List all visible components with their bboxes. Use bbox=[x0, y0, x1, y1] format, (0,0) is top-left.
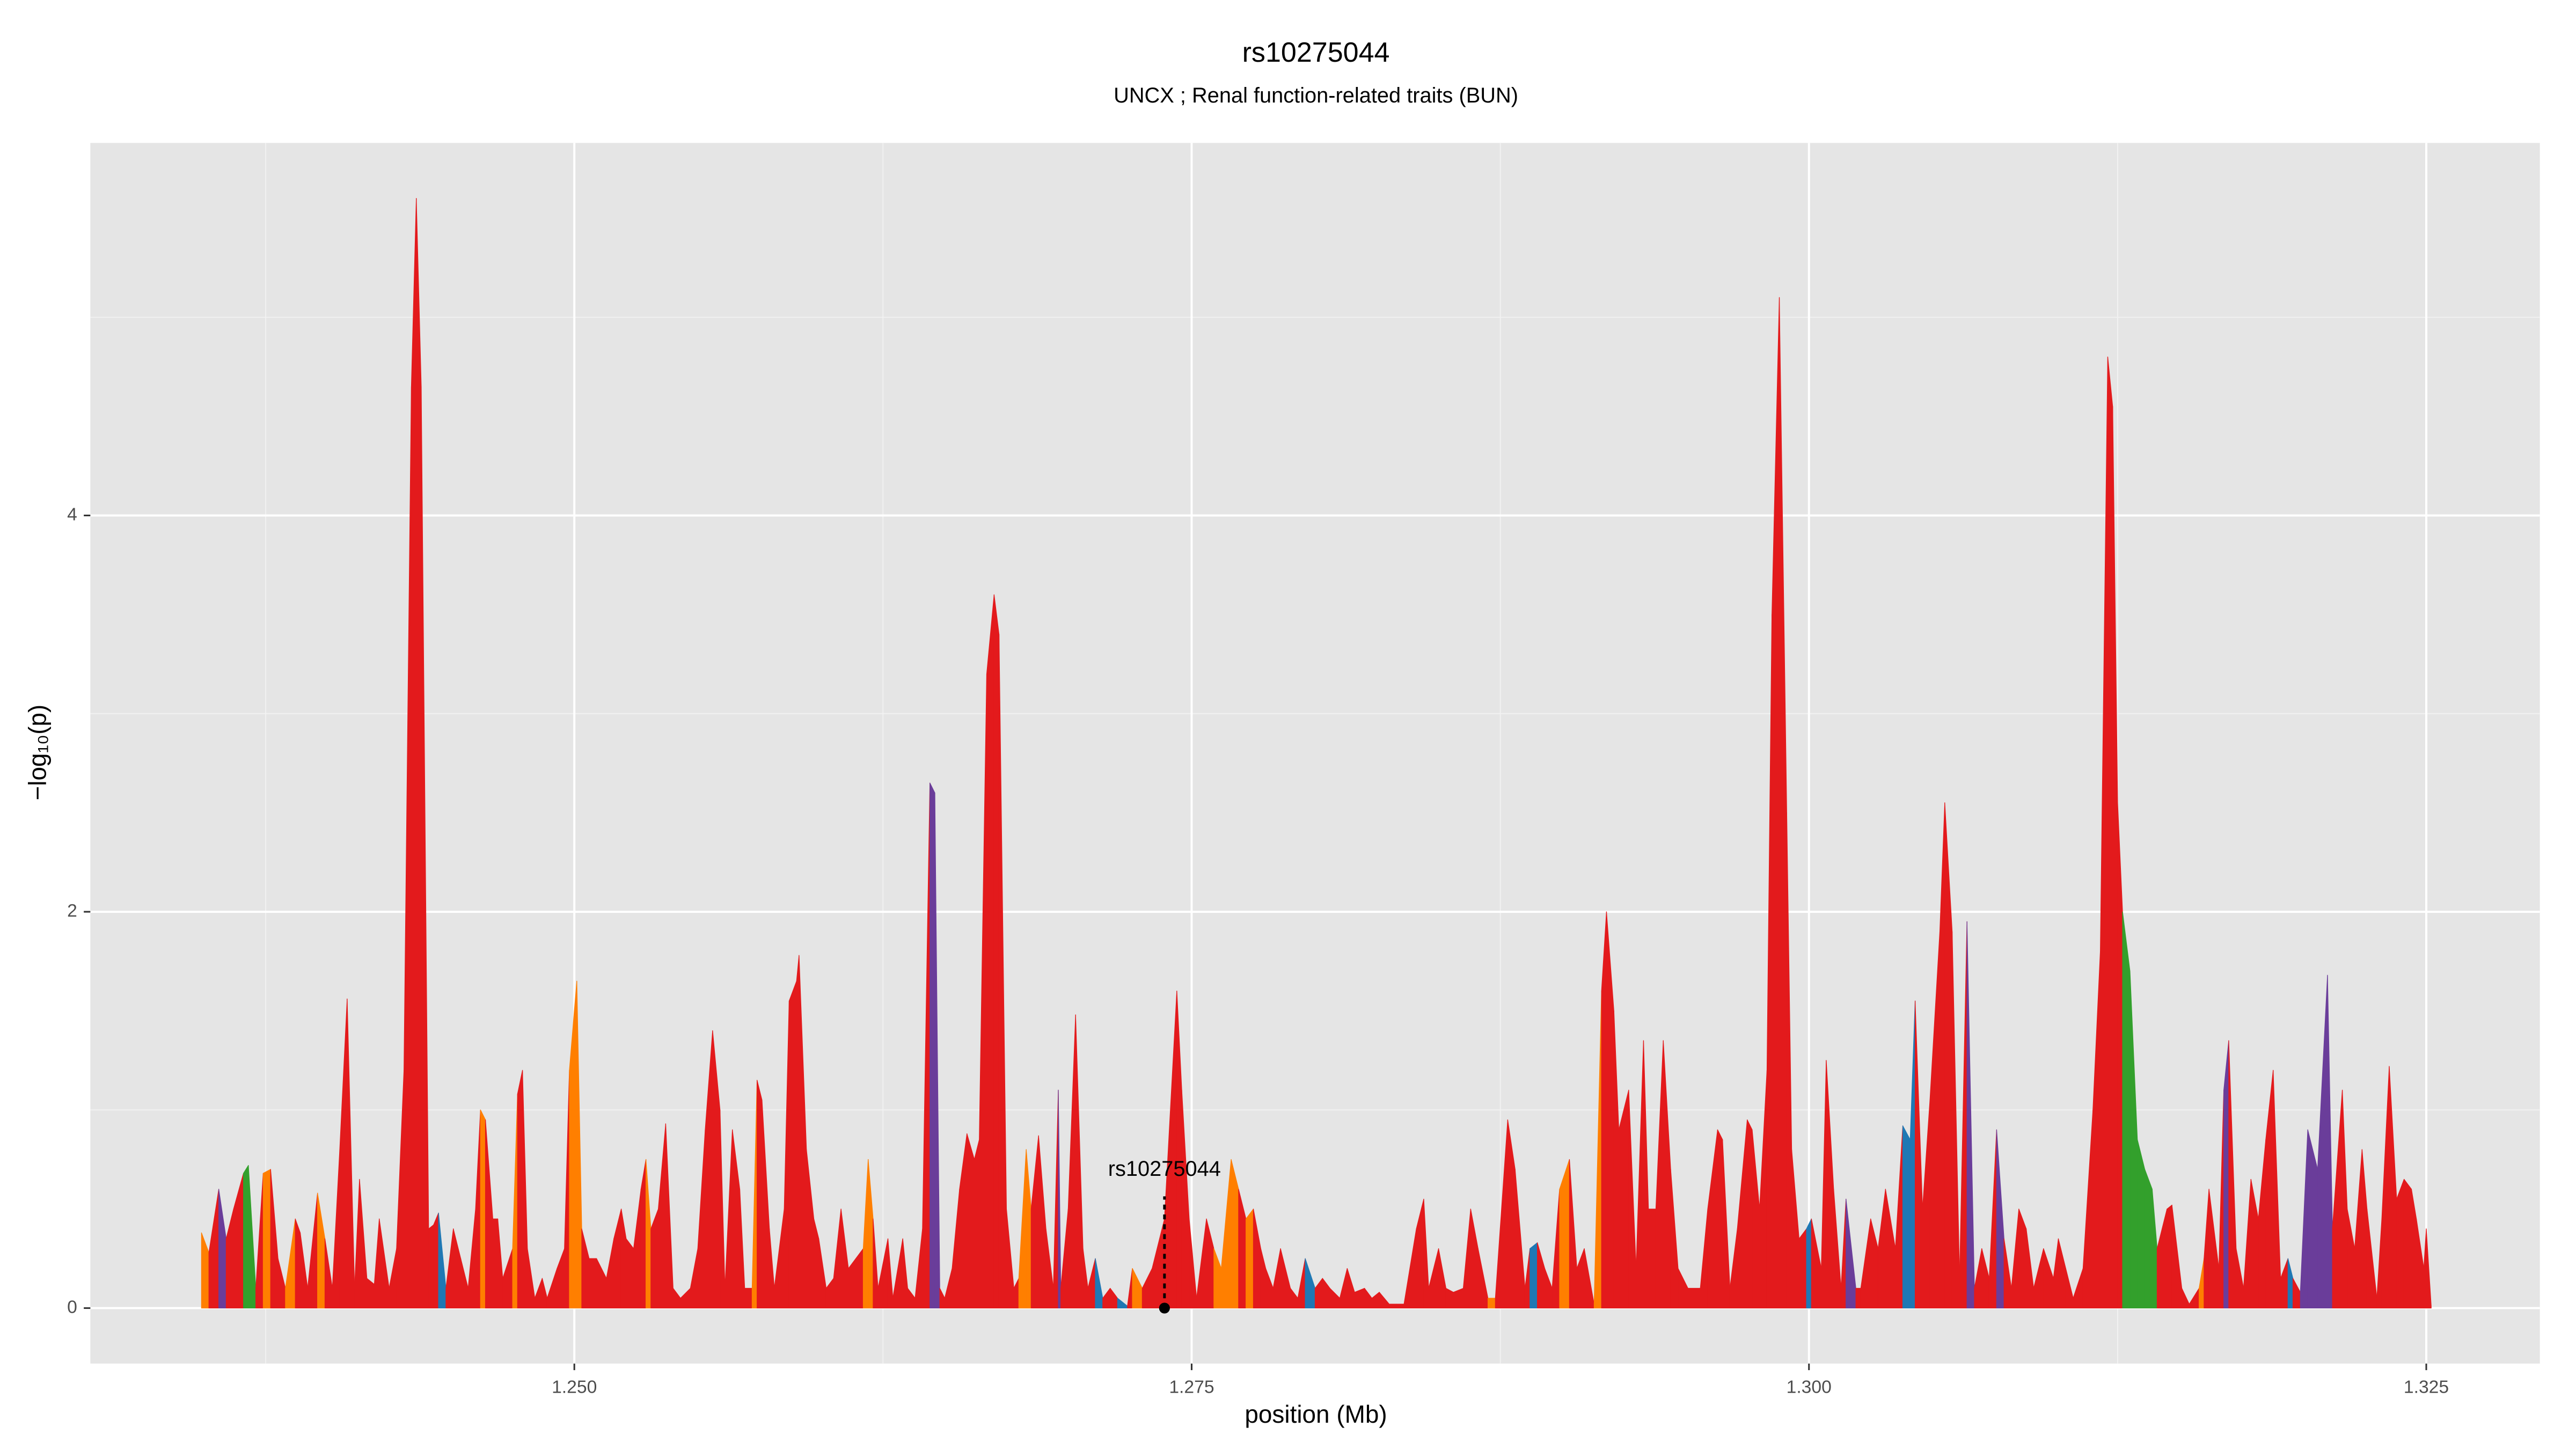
area-segment bbox=[1717, 1129, 1723, 1309]
area-segment bbox=[757, 1080, 763, 1309]
area-segment bbox=[2167, 1204, 2172, 1309]
chart-subtitle: UNCX ; Renal function-related traits (BU… bbox=[1114, 84, 1518, 107]
area-segment bbox=[1687, 1287, 1701, 1309]
plot-panel bbox=[90, 143, 2540, 1364]
area-segment bbox=[974, 1139, 980, 1309]
y-tick-label: 2 bbox=[67, 901, 77, 921]
x-axis-label: position (Mb) bbox=[1245, 1400, 1387, 1428]
chart-title: rs10275044 bbox=[1242, 37, 1390, 68]
area-segment bbox=[1747, 1119, 1753, 1309]
area-segment bbox=[1855, 1287, 1861, 1309]
area-segment bbox=[416, 198, 422, 1309]
area-segment bbox=[1396, 1304, 1404, 1309]
area-segment bbox=[1388, 1304, 1397, 1309]
area-segment bbox=[2122, 911, 2131, 1309]
y-tick-label: 4 bbox=[67, 504, 77, 524]
area-segment bbox=[744, 1287, 753, 1309]
area-segment bbox=[517, 1070, 523, 1309]
x-tick-label: 1.325 bbox=[2404, 1378, 2449, 1397]
area-segment bbox=[2137, 1139, 2146, 1309]
area-segment bbox=[480, 1109, 486, 1309]
area-segment bbox=[589, 1258, 597, 1309]
area-segment bbox=[492, 1218, 499, 1309]
area-segment bbox=[428, 1224, 434, 1309]
area-segment bbox=[993, 594, 1000, 1309]
area-segment bbox=[1529, 1242, 1538, 1309]
area-segment bbox=[433, 1212, 439, 1309]
annotation-point bbox=[1159, 1302, 1170, 1314]
area-segment bbox=[967, 1133, 975, 1309]
area-segment bbox=[1618, 1089, 1629, 1309]
y-axis-label: −log₁₀(p) bbox=[24, 705, 52, 801]
y-tick-label: 0 bbox=[67, 1297, 77, 1317]
area-segment bbox=[1246, 1209, 1254, 1309]
area-segment bbox=[1648, 1209, 1657, 1309]
area-segment bbox=[1487, 1298, 1496, 1309]
area-segment bbox=[2223, 1040, 2229, 1309]
x-tick-label: 1.300 bbox=[1787, 1378, 1832, 1397]
area-segment bbox=[262, 1169, 271, 1309]
area-segment bbox=[243, 1165, 249, 1309]
area-segment bbox=[788, 980, 797, 1309]
area-segment bbox=[1798, 1228, 1807, 1309]
area-segment bbox=[930, 782, 935, 1309]
annotation-label: rs10275044 bbox=[1108, 1157, 1221, 1181]
area-segment bbox=[1806, 1218, 1812, 1309]
area-segment bbox=[2144, 1169, 2153, 1309]
area-segment bbox=[626, 1238, 634, 1309]
x-tick-label: 1.275 bbox=[1169, 1378, 1214, 1397]
x-tick-label: 1.250 bbox=[552, 1378, 597, 1397]
area-segment bbox=[2426, 1228, 2432, 1309]
area-segment bbox=[855, 1248, 864, 1309]
axes: 1.250 1.275 1.300 1.325 0 2 4 bbox=[67, 504, 2449, 1397]
area-segment bbox=[2396, 1179, 2405, 1309]
area-segment bbox=[295, 1218, 301, 1309]
area-marks: rs10275044 bbox=[201, 198, 2432, 1314]
area-segment bbox=[986, 594, 994, 1309]
area-segment bbox=[411, 198, 417, 1309]
area-segment bbox=[1902, 1125, 1911, 1309]
area-segment bbox=[2403, 1179, 2412, 1309]
area-segment bbox=[796, 955, 800, 1309]
area-segment bbox=[2107, 356, 2113, 1309]
